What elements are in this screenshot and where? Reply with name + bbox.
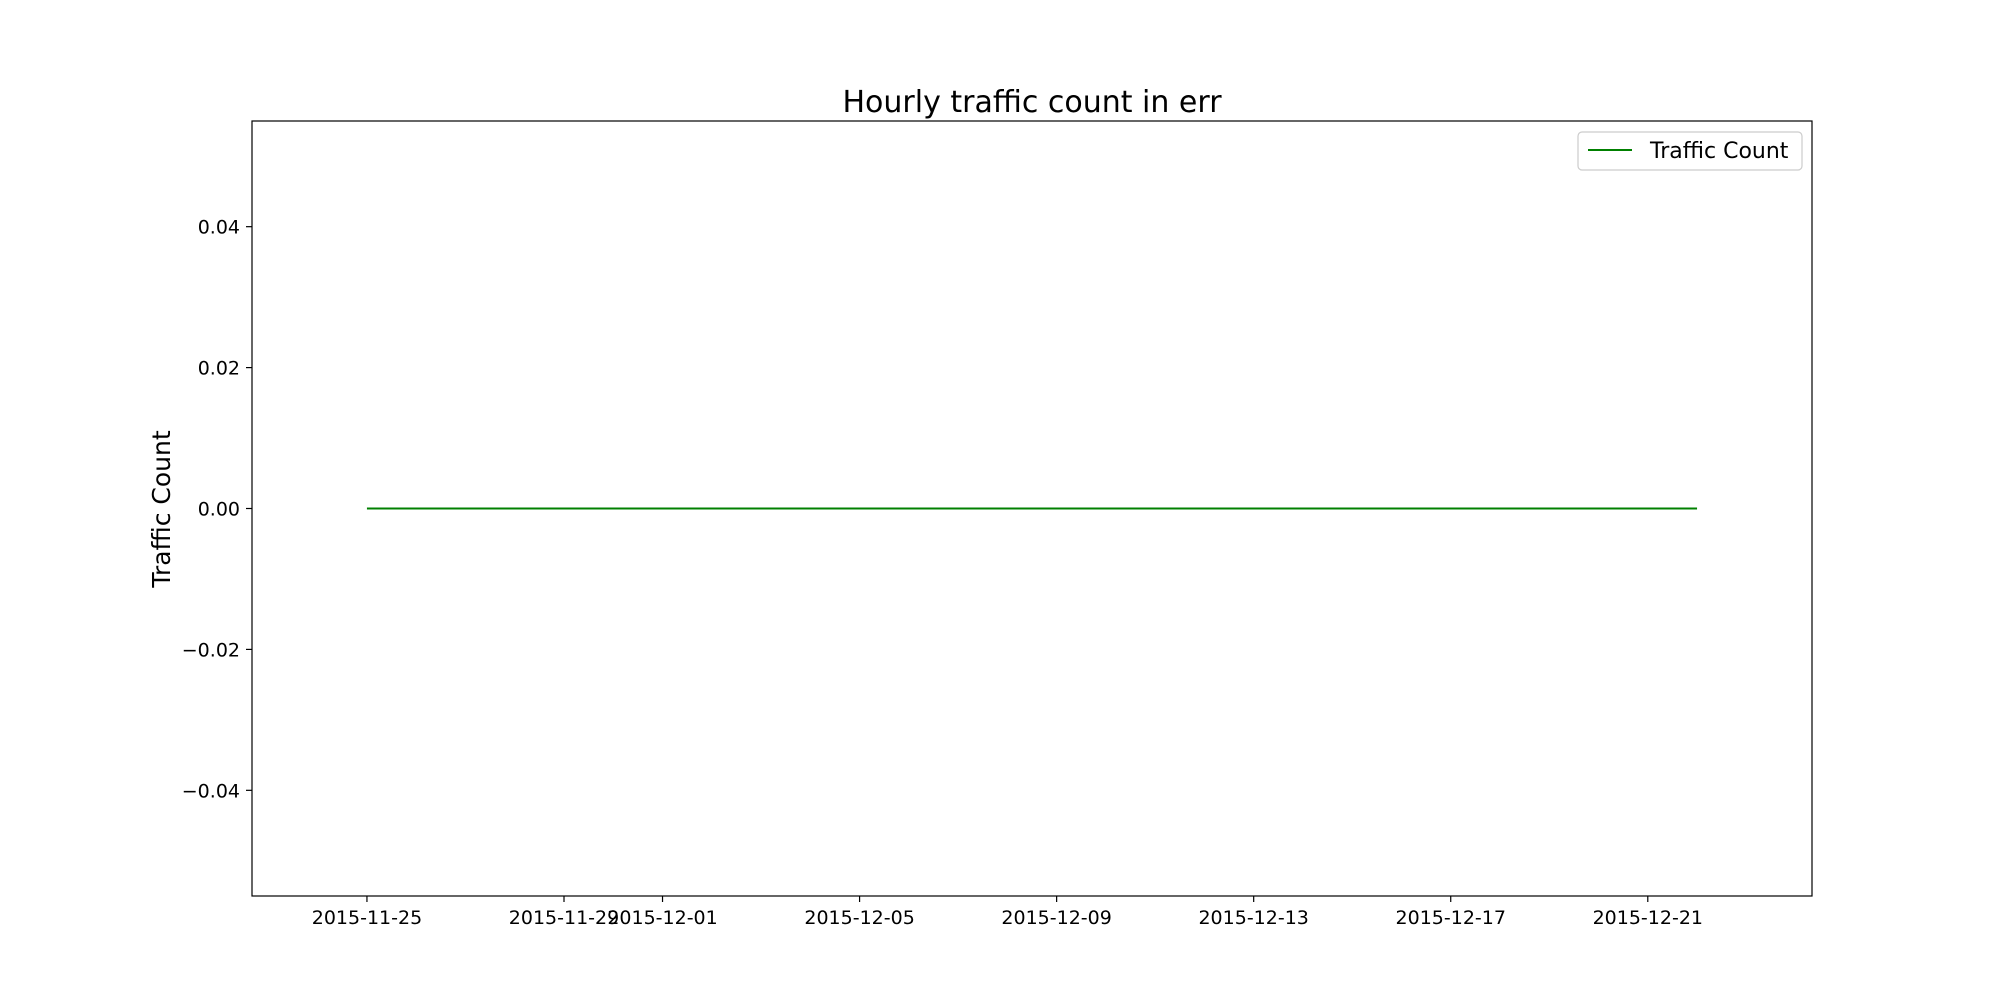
y-tick-label: 0.00 <box>198 499 240 521</box>
x-tick-label: 2015-11-25 <box>312 907 422 929</box>
x-tick-label: 2015-12-17 <box>1396 907 1506 929</box>
x-tick-label: 2015-12-13 <box>1198 907 1308 929</box>
x-tick-label: 2015-12-21 <box>1593 907 1703 929</box>
legend: Traffic Count <box>1577 131 1803 171</box>
x-tick-label: 2015-12-05 <box>804 907 914 929</box>
x-tick-label: 2015-12-09 <box>1001 907 1111 929</box>
y-axis: −0.04 −0.02 0.00 0.02 0.04 <box>182 217 252 802</box>
chart-title: Hourly traffic count in err <box>842 85 1222 120</box>
y-tick-label: 0.02 <box>198 358 240 380</box>
y-axis-label: Traffic Count <box>147 430 176 588</box>
x-tick-label: 2015-12-01 <box>607 907 717 929</box>
y-tick-label: −0.02 <box>182 639 240 661</box>
x-tick-label: 2015-11-29 <box>509 907 619 929</box>
y-tick-label: −0.04 <box>182 780 240 802</box>
legend-label: Traffic Count <box>1649 139 1789 164</box>
y-tick-label: 0.04 <box>198 217 240 239</box>
legend-box <box>1577 131 1803 171</box>
